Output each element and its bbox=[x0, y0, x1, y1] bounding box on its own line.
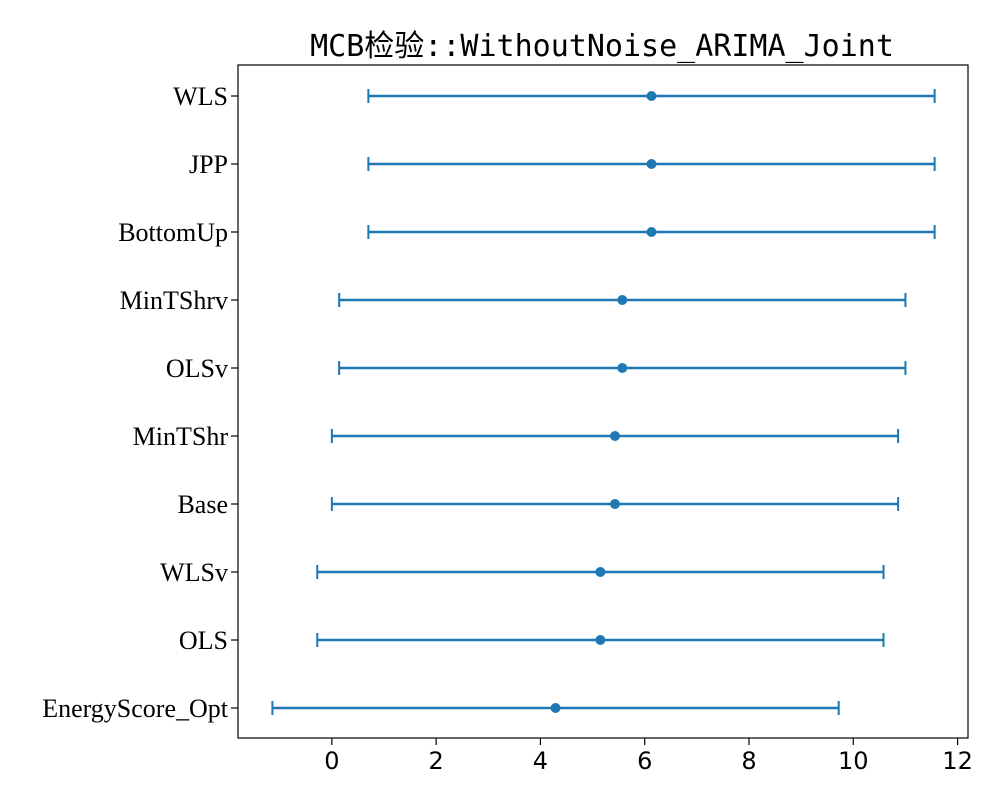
y-tick-label: BottomUp bbox=[118, 218, 228, 247]
errorbar-bottomup bbox=[367, 225, 936, 239]
y-tick-label: MinTShrv bbox=[120, 286, 228, 315]
errorbar-olsv bbox=[338, 361, 907, 375]
center-point bbox=[646, 91, 657, 101]
errorbar-jpp bbox=[367, 157, 936, 171]
center-point bbox=[609, 499, 620, 509]
y-tick-label: OLS bbox=[179, 626, 228, 655]
y-tick-label: JPP bbox=[189, 150, 228, 179]
x-axis-ticks: 0 2 4 6 8 10 12 bbox=[324, 738, 973, 775]
y-tick-label: WLSv bbox=[160, 558, 228, 587]
x-tick-label: 12 bbox=[942, 747, 973, 775]
center-point bbox=[617, 295, 628, 305]
axes-frame bbox=[237, 64, 969, 739]
center-point bbox=[595, 567, 606, 577]
errorbar-mintshrv bbox=[338, 293, 907, 307]
center-point bbox=[609, 431, 620, 441]
center-point bbox=[646, 227, 657, 237]
errorbar-wlsv bbox=[316, 565, 885, 579]
center-point bbox=[617, 363, 628, 373]
errorbar-base bbox=[330, 497, 900, 511]
y-tick-label: WLS bbox=[173, 82, 228, 111]
errorbar-ols bbox=[316, 633, 885, 647]
x-tick-label: 8 bbox=[741, 747, 756, 775]
chart-title: MCB检验::WithoutNoise_ARIMA_Joint bbox=[310, 29, 894, 64]
x-tick-label: 2 bbox=[429, 747, 444, 775]
errorbar-energyscore-opt bbox=[271, 701, 840, 715]
y-tick-label: EnergyScore_Opt bbox=[42, 694, 229, 723]
y-tick-label: Base bbox=[177, 490, 228, 519]
y-axis-ticks: WLS JPP BottomUp MinTShrv OLSv MinTShr Base WLS… bbox=[42, 82, 238, 723]
errorbar-mintshr bbox=[330, 429, 900, 443]
y-tick-label: OLSv bbox=[166, 354, 228, 383]
plot-marks bbox=[271, 89, 936, 715]
center-point bbox=[646, 159, 657, 169]
x-tick-label: 0 bbox=[324, 747, 339, 775]
y-tick-label: MinTShr bbox=[133, 422, 229, 451]
x-tick-label: 10 bbox=[838, 747, 869, 775]
x-tick-label: 6 bbox=[637, 747, 652, 775]
center-point bbox=[595, 635, 606, 645]
errorbar-wls bbox=[367, 89, 936, 103]
x-tick-label: 4 bbox=[533, 747, 548, 775]
center-point bbox=[550, 703, 561, 713]
